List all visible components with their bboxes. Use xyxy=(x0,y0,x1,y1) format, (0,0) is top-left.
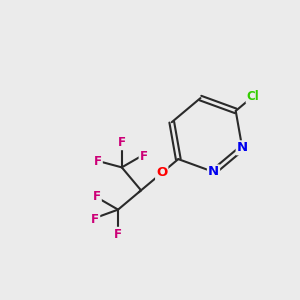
Text: F: F xyxy=(140,150,148,164)
Text: O: O xyxy=(156,167,167,179)
Text: N: N xyxy=(208,165,219,178)
Text: Cl: Cl xyxy=(247,90,259,103)
Text: N: N xyxy=(237,141,248,154)
Text: F: F xyxy=(93,190,101,203)
Text: F: F xyxy=(118,136,126,149)
Text: F: F xyxy=(91,213,99,226)
Text: F: F xyxy=(114,228,122,241)
Text: F: F xyxy=(94,155,102,168)
